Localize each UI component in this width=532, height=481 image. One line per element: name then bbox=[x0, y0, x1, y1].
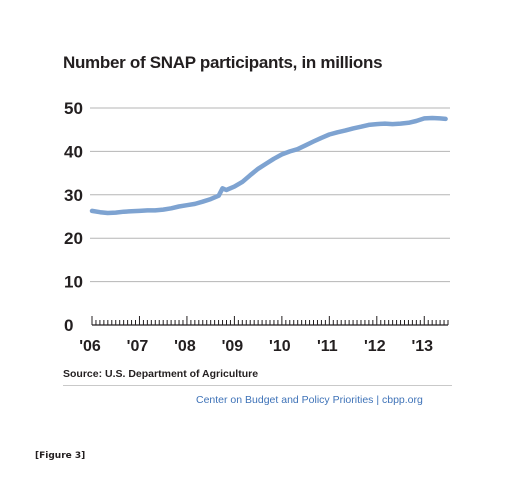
x-tick-label: '10 bbox=[269, 338, 291, 355]
figure-caption: [Figure 3] bbox=[35, 451, 86, 461]
source-note: Source: U.S. Department of Agriculture bbox=[63, 368, 259, 380]
x-axis: '06 '07 '08 '09 '10 '11 '12 '13 bbox=[79, 316, 449, 355]
x-tick-label: '11 bbox=[317, 338, 338, 355]
series-line bbox=[89, 115, 448, 216]
x-tick-label: '12 bbox=[364, 338, 386, 355]
y-tick-label: 0 bbox=[64, 316, 73, 335]
y-tick-label: 30 bbox=[64, 186, 83, 205]
x-tick-label: '09 bbox=[222, 338, 244, 355]
gridlines bbox=[90, 107, 450, 283]
x-tick-label: '13 bbox=[411, 338, 433, 355]
divider bbox=[63, 385, 452, 386]
y-tick-label: 10 bbox=[64, 273, 83, 292]
chart-title: Number of SNAP participants, in millions bbox=[63, 53, 383, 72]
series-layer bbox=[89, 115, 448, 216]
x-tick-label: '08 bbox=[174, 338, 196, 355]
y-tick-label: 40 bbox=[64, 142, 83, 161]
credit-link[interactable]: Center on Budget and Policy Priorities |… bbox=[196, 394, 423, 406]
x-tick-label: '06 bbox=[79, 338, 101, 355]
x-tick-label: '07 bbox=[127, 338, 149, 355]
y-tick-label: 20 bbox=[64, 229, 83, 248]
y-axis-ticks: 0 10 20 30 40 50 bbox=[64, 99, 83, 335]
y-tick-label: 50 bbox=[64, 99, 83, 118]
